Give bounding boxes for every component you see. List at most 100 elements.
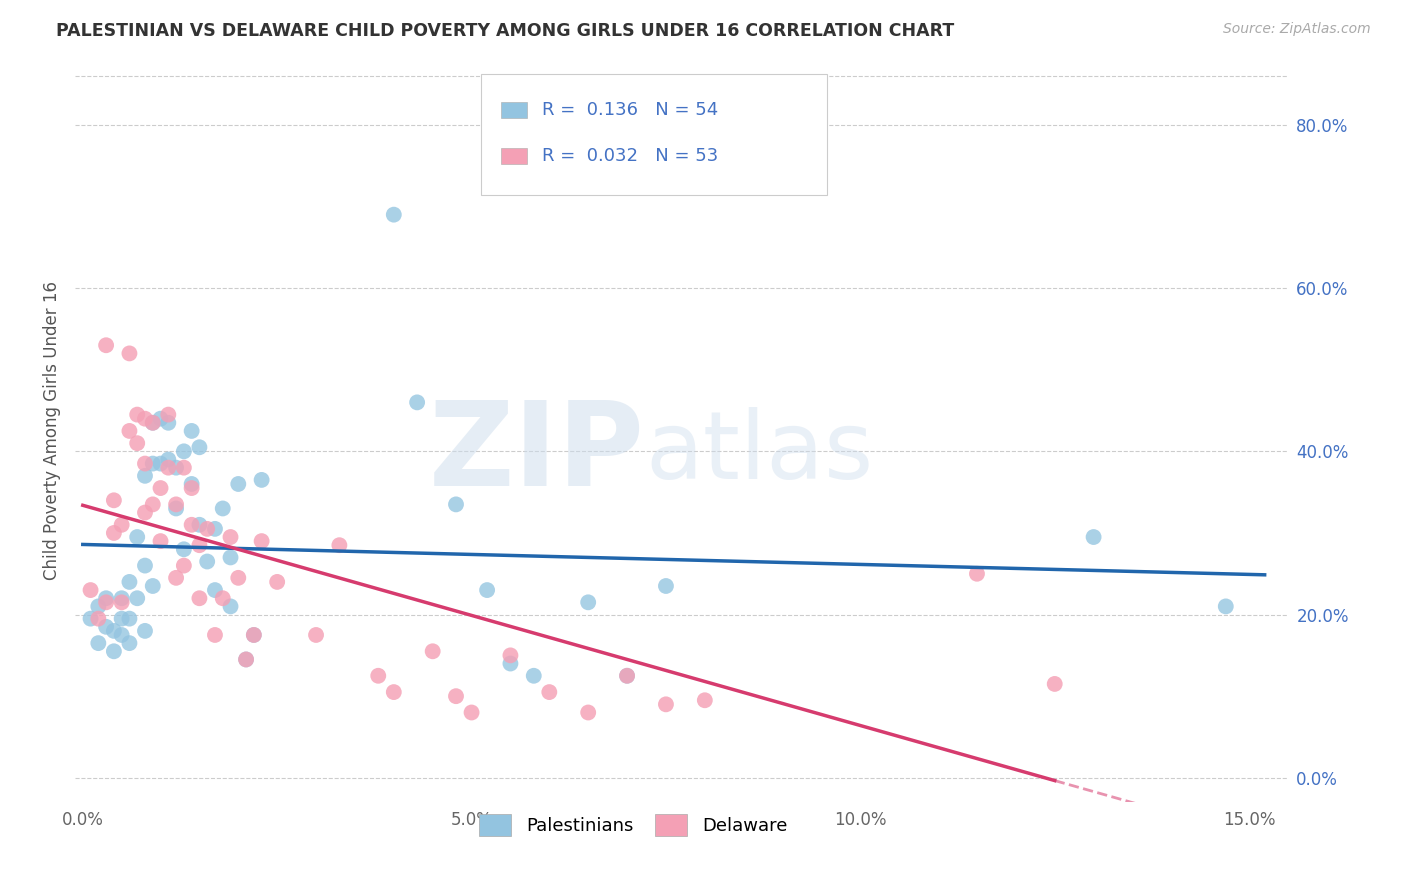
Point (195, 554, 218, 568)
Point (103, 525, 125, 540)
Point (165, 571, 187, 585)
Point (188, 538, 211, 552)
FancyBboxPatch shape (501, 148, 527, 164)
Point (157, 460, 180, 475)
Point (1083, 530, 1105, 544)
Point (165, 497, 187, 511)
Point (576, 595, 599, 609)
Point (118, 574, 141, 589)
Point (180, 477, 202, 491)
Point (444, 497, 467, 511)
Point (475, 583, 498, 598)
Point (118, 636, 141, 650)
Point (157, 416, 180, 430)
Point (87, 636, 110, 650)
Point (693, 693, 716, 707)
Point (103, 493, 125, 508)
Point (79, 612, 101, 626)
Point (165, 460, 187, 475)
Point (111, 517, 134, 532)
FancyBboxPatch shape (481, 74, 827, 194)
Point (180, 424, 202, 438)
Point (94, 595, 117, 609)
FancyBboxPatch shape (501, 102, 527, 119)
Legend: Palestinians, Delaware: Palestinians, Delaware (470, 805, 796, 846)
Point (211, 501, 233, 516)
Point (188, 440, 211, 454)
Point (305, 628, 328, 642)
Point (118, 424, 141, 438)
Point (134, 558, 156, 573)
Point (173, 542, 195, 557)
Point (367, 669, 389, 683)
Point (103, 624, 125, 638)
Point (188, 591, 211, 606)
Point (142, 416, 165, 430)
Point (328, 538, 350, 552)
Point (134, 457, 156, 471)
Point (266, 574, 288, 589)
Point (499, 657, 522, 671)
Point (134, 411, 156, 425)
Point (422, 644, 444, 658)
Point (79, 583, 101, 598)
Text: PALESTINIAN VS DELAWARE CHILD POVERTY AMONG GIRLS UNDER 16 CORRELATION CHART: PALESTINIAN VS DELAWARE CHILD POVERTY AM… (56, 22, 955, 40)
Point (149, 457, 172, 471)
Point (118, 612, 141, 626)
Point (134, 624, 156, 638)
Point (219, 599, 242, 614)
Point (173, 558, 195, 573)
Text: ZIP: ZIP (429, 396, 645, 511)
Point (103, 644, 125, 658)
Point (523, 669, 546, 683)
Point (134, 468, 156, 483)
Point (111, 591, 134, 606)
Point (576, 706, 599, 720)
Point (235, 652, 257, 666)
Text: R =  0.032   N = 53: R = 0.032 N = 53 (541, 147, 718, 165)
Point (149, 481, 172, 495)
Point (157, 408, 180, 422)
Point (211, 591, 233, 606)
Point (195, 522, 218, 536)
Point (149, 534, 172, 549)
Point (382, 685, 405, 699)
Point (165, 501, 187, 516)
Point (226, 571, 249, 585)
Point (87, 599, 110, 614)
Point (127, 530, 149, 544)
Point (118, 346, 141, 360)
Text: R =  0.136   N = 54: R = 0.136 N = 54 (541, 101, 718, 120)
Point (142, 579, 165, 593)
Point (157, 452, 180, 467)
Point (111, 612, 134, 626)
Point (616, 669, 638, 683)
Point (204, 628, 226, 642)
Point (127, 408, 149, 422)
Point (235, 652, 257, 666)
Point (204, 583, 226, 598)
Point (188, 517, 211, 532)
Point (1043, 677, 1066, 691)
Point (180, 481, 202, 495)
Point (243, 628, 266, 642)
Point (180, 517, 202, 532)
Point (616, 669, 638, 683)
Point (142, 416, 165, 430)
Point (243, 628, 266, 642)
Y-axis label: Child Poverty Among Girls Under 16: Child Poverty Among Girls Under 16 (44, 282, 60, 581)
Point (94, 620, 117, 634)
Text: Source: ZipAtlas.com: Source: ZipAtlas.com (1223, 22, 1371, 37)
Point (111, 595, 134, 609)
Point (142, 497, 165, 511)
Point (204, 522, 226, 536)
Point (149, 411, 172, 425)
Point (655, 579, 678, 593)
Point (1215, 599, 1237, 614)
Point (94, 338, 117, 352)
Point (134, 506, 156, 520)
Point (382, 208, 405, 222)
Point (173, 444, 195, 458)
Point (406, 395, 429, 409)
Point (142, 457, 165, 471)
